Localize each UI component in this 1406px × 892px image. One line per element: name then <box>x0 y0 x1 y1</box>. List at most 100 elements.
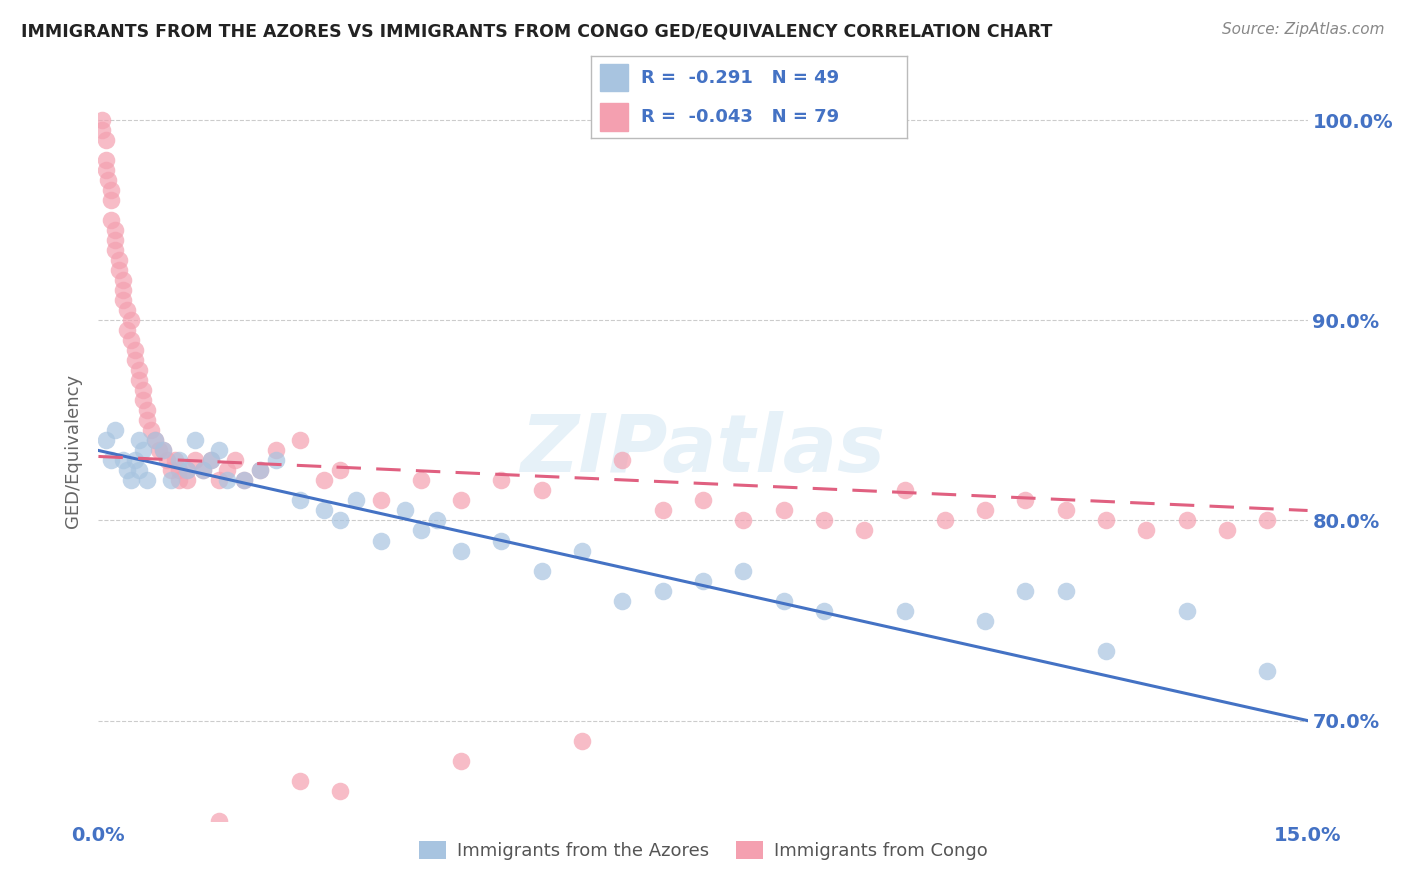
Legend: Immigrants from the Azores, Immigrants from Congo: Immigrants from the Azores, Immigrants f… <box>412 833 994 867</box>
Point <box>232 474 254 488</box>
Point <box>651 503 673 517</box>
Point <box>124 353 146 368</box>
Point <box>193 463 215 477</box>
Point <box>232 474 254 488</box>
Point <box>208 474 231 488</box>
Y-axis label: GED/Equivalency: GED/Equivalency <box>65 374 83 527</box>
Point <box>120 474 142 488</box>
Point <box>152 443 174 458</box>
Point <box>135 403 157 417</box>
Point <box>160 463 183 477</box>
Bar <box>600 103 628 131</box>
Point <box>167 463 190 477</box>
Point <box>772 503 794 517</box>
Point <box>1216 524 1239 538</box>
Point <box>132 393 155 408</box>
Point <box>314 503 336 517</box>
Point <box>124 343 146 358</box>
Point <box>96 133 118 147</box>
Point <box>426 514 449 528</box>
Point <box>200 453 222 467</box>
Point <box>132 384 155 398</box>
Point <box>893 603 915 617</box>
Point <box>288 773 311 788</box>
Point <box>111 293 134 308</box>
Point <box>491 474 513 488</box>
Point <box>160 474 183 488</box>
Point <box>167 453 190 467</box>
Point <box>152 443 174 458</box>
Point <box>612 593 634 607</box>
Point <box>1095 514 1118 528</box>
Point <box>103 244 125 258</box>
Point <box>612 453 634 467</box>
Point <box>111 453 134 467</box>
Point <box>651 583 673 598</box>
Point <box>135 413 157 427</box>
Point <box>143 434 166 448</box>
Bar <box>600 63 628 92</box>
Point <box>974 503 997 517</box>
Point <box>217 463 239 477</box>
Point <box>97 173 120 187</box>
Point <box>128 434 150 448</box>
Point <box>91 113 114 128</box>
Point <box>409 474 432 488</box>
Text: R =  -0.291   N = 49: R = -0.291 N = 49 <box>641 69 839 87</box>
Point <box>135 474 157 488</box>
Point <box>163 453 186 467</box>
Point <box>96 434 118 448</box>
Point <box>450 493 472 508</box>
Point <box>132 443 155 458</box>
Point <box>329 514 352 528</box>
Point <box>329 463 352 477</box>
Point <box>139 424 162 438</box>
Point <box>1135 524 1157 538</box>
Text: Source: ZipAtlas.com: Source: ZipAtlas.com <box>1222 22 1385 37</box>
Point <box>115 323 138 337</box>
Point <box>1256 514 1278 528</box>
Point <box>208 814 231 828</box>
Point <box>249 463 271 477</box>
Point <box>314 474 336 488</box>
Point <box>184 453 207 467</box>
Point <box>491 533 513 548</box>
Point <box>450 754 472 768</box>
Point <box>1014 583 1036 598</box>
Text: IMMIGRANTS FROM THE AZORES VS IMMIGRANTS FROM CONGO GED/EQUIVALENCY CORRELATION : IMMIGRANTS FROM THE AZORES VS IMMIGRANTS… <box>21 22 1053 40</box>
Point <box>184 434 207 448</box>
Point <box>853 524 876 538</box>
Point <box>571 733 593 747</box>
Point <box>1175 603 1198 617</box>
Point <box>167 474 190 488</box>
Point <box>249 463 271 477</box>
Point <box>450 543 472 558</box>
Point <box>288 493 311 508</box>
Point <box>530 564 553 578</box>
Point <box>571 543 593 558</box>
Point <box>100 183 122 197</box>
Point <box>103 233 125 247</box>
Point <box>692 493 714 508</box>
Point <box>974 614 997 628</box>
Point <box>176 463 198 477</box>
Point <box>124 453 146 467</box>
Point <box>100 194 122 208</box>
Point <box>156 453 179 467</box>
Point <box>100 453 122 467</box>
Point <box>148 443 170 458</box>
Point <box>100 213 122 227</box>
Point <box>120 313 142 327</box>
Point <box>264 453 287 467</box>
Point <box>128 463 150 477</box>
Point <box>1175 514 1198 528</box>
Point <box>893 483 915 498</box>
Point <box>224 453 246 467</box>
Point <box>394 503 416 517</box>
Point <box>370 533 392 548</box>
Point <box>120 334 142 348</box>
Point <box>813 603 835 617</box>
Point <box>128 363 150 377</box>
Point <box>143 434 166 448</box>
Point <box>103 424 125 438</box>
